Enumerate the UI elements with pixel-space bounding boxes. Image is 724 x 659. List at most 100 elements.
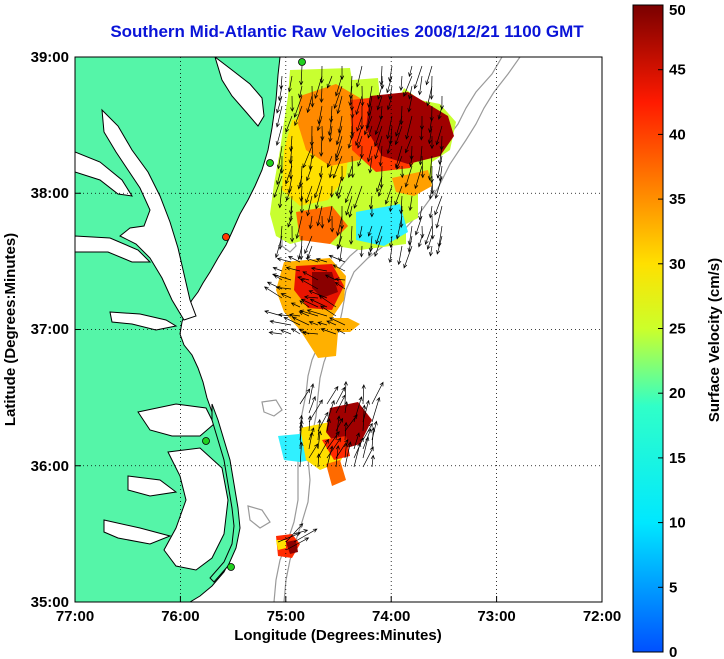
velocity-arrow — [320, 215, 325, 229]
velocity-arrow — [405, 115, 413, 140]
velocity-arrow — [353, 396, 363, 423]
velocity-arrow — [301, 330, 319, 335]
velocity-arrow — [362, 422, 373, 441]
velocity-arrow — [295, 215, 303, 240]
velocity-arrow — [344, 401, 349, 414]
velocity-arrow — [310, 135, 315, 160]
chart-title: Southern Mid-Atlantic Raw Velocities 200… — [110, 22, 584, 41]
velocity-arrow — [370, 454, 375, 468]
velocity-arrow — [394, 185, 403, 206]
velocity-arrow — [353, 442, 362, 468]
velocity-arrow — [349, 225, 354, 245]
velocity-arrow — [308, 395, 316, 414]
velocity-arrow — [335, 75, 343, 97]
velocity-arrow — [386, 75, 393, 94]
velocity-arrow — [306, 95, 313, 114]
velocity-arrow — [343, 380, 348, 405]
velocity-arrow — [399, 195, 404, 215]
velocity-arrow — [403, 75, 413, 97]
chesapeake-bay — [101, 108, 197, 321]
velocity-arrow — [350, 105, 355, 119]
velocity-arrow — [317, 438, 329, 459]
velocity-arrow — [320, 305, 337, 317]
velocity-arrow — [268, 330, 283, 335]
velocity-arrow — [317, 411, 329, 432]
velocity-arrow — [308, 383, 315, 405]
velocity-arrow — [335, 444, 340, 468]
y-tick-label: 39:00 — [31, 49, 69, 66]
colorbar-tick-label: 35 — [669, 191, 686, 208]
velocity-arrow — [435, 205, 443, 229]
velocity-arrow — [371, 396, 381, 423]
velocity-arrow — [353, 432, 360, 450]
velocity-arrow — [375, 225, 383, 245]
velocity-arrow — [355, 95, 363, 116]
velocity-arrow — [310, 266, 328, 272]
velocity-arrow — [359, 245, 364, 258]
outer-banks — [209, 403, 241, 583]
velocity-arrow — [308, 321, 319, 326]
velocity-arrow — [317, 430, 322, 450]
velocity-arrow — [397, 245, 403, 266]
velocity-arrow — [335, 125, 343, 146]
velocity-arrow — [302, 145, 313, 169]
x-tick-label: 75:00 — [267, 608, 305, 625]
velocity-arrow — [314, 75, 323, 100]
velocity-arrow — [368, 155, 373, 174]
colorbar-tick-label: 0 — [669, 644, 677, 659]
velocity-arrow — [335, 145, 343, 162]
velocity-arrow — [404, 135, 413, 154]
velocity-arrow — [326, 437, 342, 459]
velocity-arrow — [384, 185, 393, 205]
velocity-arrow — [299, 300, 310, 308]
velocity-arrow — [329, 185, 334, 198]
velocity-arrow — [287, 215, 293, 228]
velocity-arrow — [437, 105, 443, 120]
colorbar-tick-label: 45 — [669, 62, 686, 79]
velocity-arrow — [336, 215, 343, 237]
velocity-arrow — [374, 115, 383, 136]
velocity-arrow — [283, 317, 301, 326]
velocity-arrow — [403, 245, 413, 269]
velocity-arrow — [378, 145, 383, 167]
x-tick-label: 72:00 — [583, 608, 621, 625]
colorbar-tick-label: 20 — [669, 385, 686, 402]
velocity-arrow — [326, 320, 337, 326]
y-axis-label: Latitude (Degrees:Minutes) — [2, 233, 19, 426]
velocity-arrow — [306, 195, 313, 217]
velocity-arrow — [299, 388, 311, 405]
colorbar-tick-label: 40 — [669, 126, 686, 143]
isobath-contour — [261, 399, 283, 417]
velocity-arrow — [309, 125, 314, 147]
velocity-arrow — [348, 85, 353, 107]
velocity-arrow — [435, 125, 443, 146]
y-tick-label: 38:00 — [31, 185, 69, 202]
y-tick-label: 35:00 — [31, 594, 69, 611]
colorbar-tick-label: 15 — [669, 450, 686, 467]
velocity-arrow — [407, 95, 413, 113]
velocity-arrow — [275, 105, 283, 128]
velocity-arrow — [395, 115, 403, 137]
velocity-arrow — [374, 135, 383, 160]
colorbar-tick-label: 25 — [669, 321, 686, 338]
velocity-arrow — [428, 205, 433, 219]
velocity-arrow — [404, 165, 413, 188]
chesapeake-tributary — [75, 151, 133, 197]
velocity-arrow — [367, 125, 373, 139]
velocity-arrow — [359, 145, 364, 159]
velocity-arrow — [300, 278, 319, 290]
velocity-arrow — [293, 529, 309, 535]
velocity-arrow — [305, 185, 313, 204]
pamlico-sound — [163, 447, 229, 571]
velocity-arrow — [367, 225, 373, 237]
velocity-arrow — [309, 298, 328, 308]
grid-lines — [75, 57, 602, 602]
velocity-arrow — [290, 225, 295, 243]
velocity-arrow — [427, 155, 433, 181]
velocity-arrow — [367, 145, 373, 163]
velocity-arrow — [434, 195, 443, 216]
velocity-arrow — [345, 195, 353, 216]
station-marker — [222, 233, 230, 241]
velocity-arrow — [304, 235, 313, 255]
velocity-arrow — [334, 282, 346, 290]
